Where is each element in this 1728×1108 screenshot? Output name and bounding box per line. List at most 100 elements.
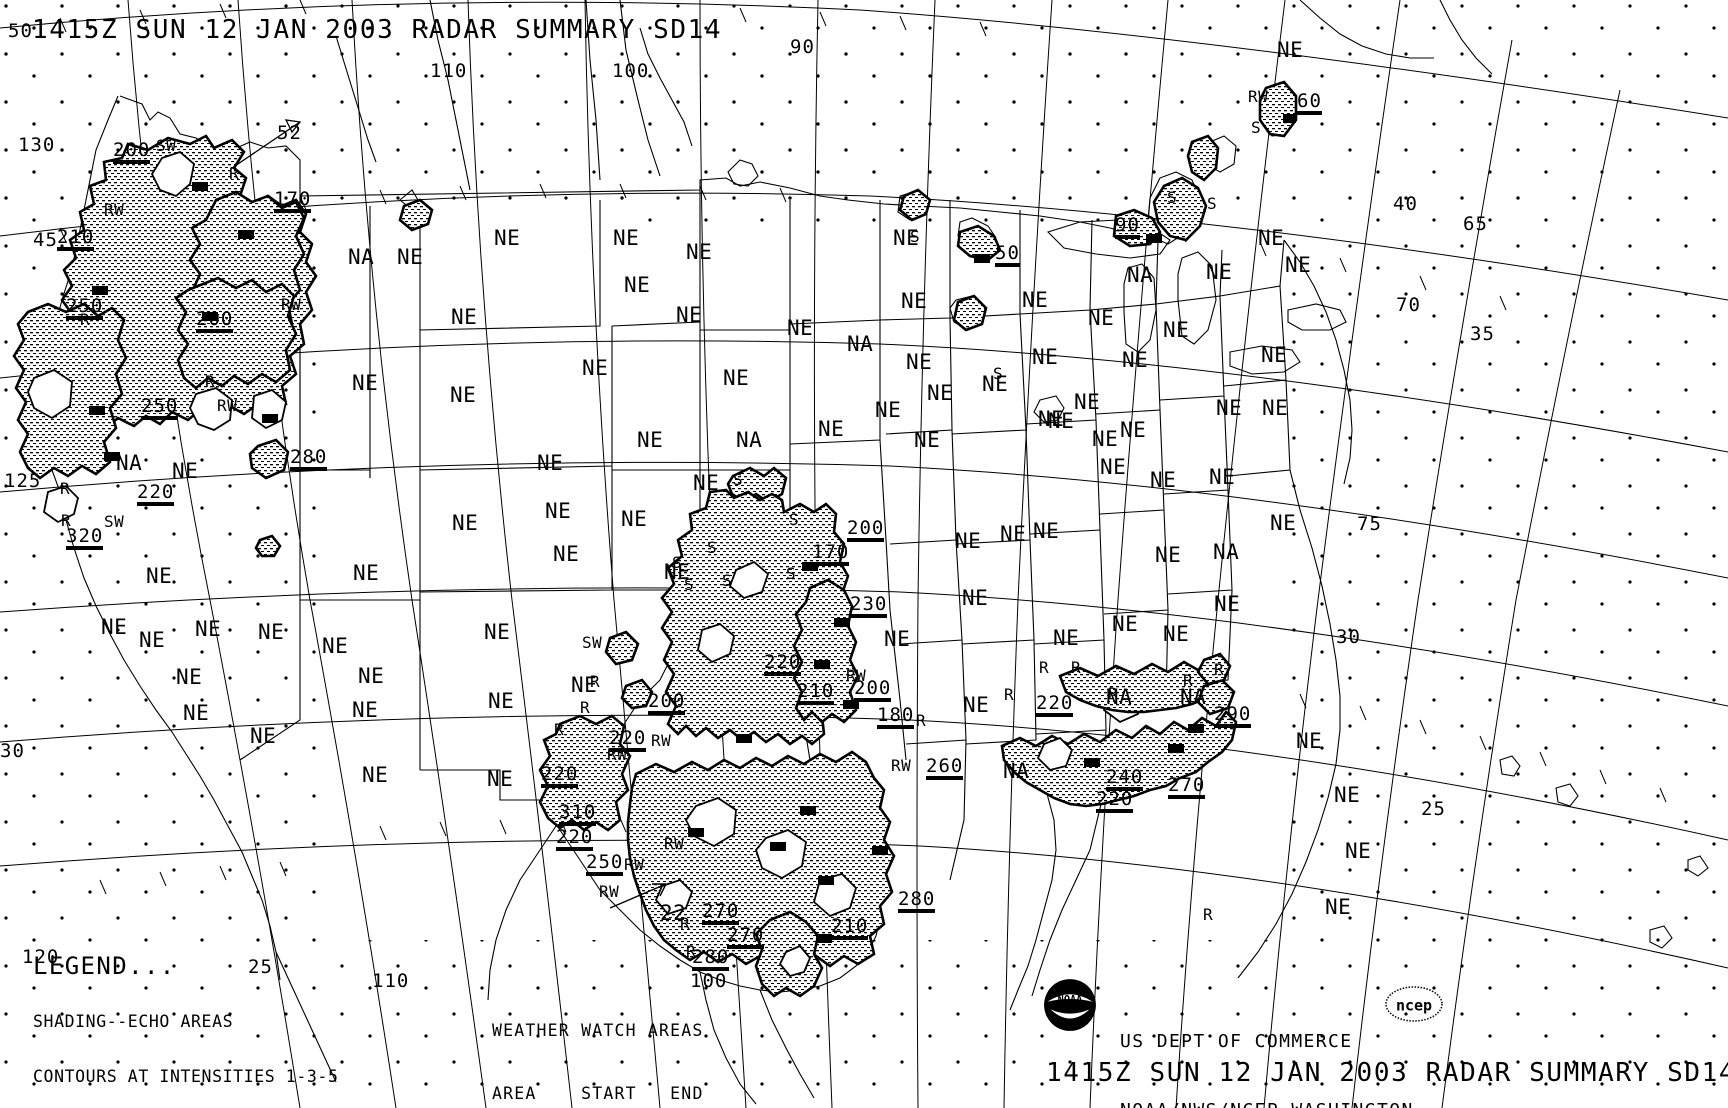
station-label-51: NE (927, 381, 954, 405)
station-label-20: NE (545, 499, 572, 523)
station-label-67: NE (1285, 253, 1312, 277)
cell-top-markers (89, 114, 1296, 943)
wwa-col-start: START (581, 1084, 637, 1103)
weather-watch-columns: AREA START END (492, 1083, 704, 1104)
echo-top-label-6: 280 (290, 448, 328, 471)
echo-top-label-15: 220 (764, 653, 802, 676)
echo-top-label-3: 250 (66, 297, 104, 320)
station-label-75: NE (1155, 543, 1182, 567)
precip-type-label-34: RW (599, 882, 620, 901)
station-label-25: NE (146, 564, 173, 588)
station-label-86: NE (1325, 895, 1352, 919)
echo-top-label-29: 210 (831, 917, 869, 940)
precip-type-label-8: R (61, 511, 72, 530)
agency-credit: US DEPT OF COMMERCE NOAA/NWS/NCEP WASHIN… (1120, 984, 1414, 1108)
station-label-11: NE (723, 366, 750, 390)
echo-top-label-12: 200 (847, 519, 885, 542)
station-label-40: NE (487, 767, 514, 791)
precip-type-label-29: RW (846, 666, 867, 685)
echo-top-label-2: 210 (57, 228, 95, 251)
graticule-label-2: 45 (33, 229, 58, 251)
station-label-71: NE (1100, 455, 1127, 479)
precip-type-label-2: RW (104, 200, 125, 219)
station-label-88: NE (1048, 409, 1075, 433)
precip-type-label-13: S (1207, 194, 1218, 213)
station-label-4: NE (686, 240, 713, 264)
station-label-73: NE (1209, 465, 1236, 489)
graticule-label-1: 130 (18, 134, 56, 156)
station-label-1: NE (397, 245, 424, 269)
graticule-label-5: 30 (0, 740, 25, 762)
station-label-45: NE (963, 693, 990, 717)
echo-top-label-30: 280 (692, 948, 730, 971)
station-label-61: NE (1120, 418, 1147, 442)
area-movement-pennant (231, 119, 302, 169)
station-label-28: NE (195, 617, 222, 641)
precip-type-label-15: S (993, 364, 1004, 383)
precip-type-label-26: R (554, 720, 565, 739)
station-label-7: NE (676, 303, 703, 327)
station-label-16: NE (537, 451, 564, 475)
station-label-70: NE (1261, 343, 1288, 367)
precip-type-label-1: R (229, 164, 240, 183)
echo-top-label-16: 210 (797, 682, 835, 705)
echo-top-label-8: 320 (66, 527, 104, 550)
station-label-58: NE (1122, 348, 1149, 372)
page-title: 1415Z SUN 12 JAN 2003 RADAR SUMMARY SD14 (32, 15, 723, 45)
precip-type-label-22: S (789, 510, 800, 529)
precip-type-label-9: SW (104, 512, 125, 531)
graticule-label-7: 100 (612, 60, 650, 82)
wwa-col-end: END (670, 1084, 704, 1103)
graticule-label-16: 70 (1396, 294, 1421, 316)
precip-type-label-35: R (1004, 685, 1015, 704)
legend-heading: LEGEND... (33, 952, 176, 980)
graticule-label-0: 50 (8, 20, 33, 42)
precip-type-label-10: RW (1248, 87, 1269, 106)
ncep-logo-icon: ncep (1385, 986, 1443, 1022)
credit-line-2: NOAA/NWS/NCEP WASHINGTON (1120, 1099, 1414, 1108)
station-label-15: NE (875, 398, 902, 422)
graticule-label-9: 52 (277, 122, 302, 144)
echo-top-label-35: 220 (1096, 790, 1134, 813)
station-label-24: NE (693, 471, 720, 495)
echo-top-label-20: 220 (609, 729, 647, 752)
echo-top-label-14: 230 (850, 595, 888, 618)
station-label-54: NA (847, 332, 874, 356)
station-label-49: NE (901, 289, 928, 313)
noaa-logo-text: NOAA (1058, 994, 1083, 1006)
station-label-84: NE (1334, 783, 1361, 807)
graticule-label-18: 75 (1357, 513, 1382, 535)
station-label-38: NE (484, 620, 511, 644)
echo-top-label-5: 250 (141, 397, 179, 420)
station-label-21: NE (621, 507, 648, 531)
precip-type-label-32: RW (664, 834, 685, 853)
weather-watch-block: WEATHER WATCH AREAS AREA START END NONE (492, 978, 704, 1108)
precip-type-label-36: R (1039, 658, 1050, 677)
station-label-78: NE (1053, 626, 1080, 650)
precip-type-label-7: R (60, 479, 71, 498)
graticule-label-17: 35 (1470, 323, 1495, 345)
station-label-59: NE (1038, 407, 1065, 431)
precip-type-label-24: R (590, 672, 601, 691)
precip-type-label-21: S (786, 564, 797, 583)
precip-type-label-41: R (680, 914, 691, 933)
station-label-17: NE (172, 459, 199, 483)
station-label-65: NE (1277, 38, 1304, 62)
station-label-3: NE (613, 226, 640, 250)
station-label-10: NE (450, 383, 477, 407)
precip-type-label-0: SW (156, 136, 177, 155)
station-label-89: NE (982, 372, 1009, 396)
station-label-82: NA (1180, 685, 1207, 709)
station-label-68: NE (1216, 396, 1243, 420)
precip-type-label-30: R (916, 711, 927, 730)
legend-line-contours: CONTOURS AT INTENSITIES 1-3-5 (33, 1067, 339, 1086)
precip-type-label-42: R (686, 942, 697, 961)
station-label-41: NE (571, 673, 598, 697)
station-label-87: NA (1003, 759, 1030, 783)
station-label-23: NE (664, 560, 691, 584)
precip-type-label-4: RW (281, 295, 302, 314)
station-label-74: NE (1270, 511, 1297, 535)
echo-top-label-13: 170 (812, 543, 850, 566)
graticule-label-6: 110 (430, 60, 468, 82)
